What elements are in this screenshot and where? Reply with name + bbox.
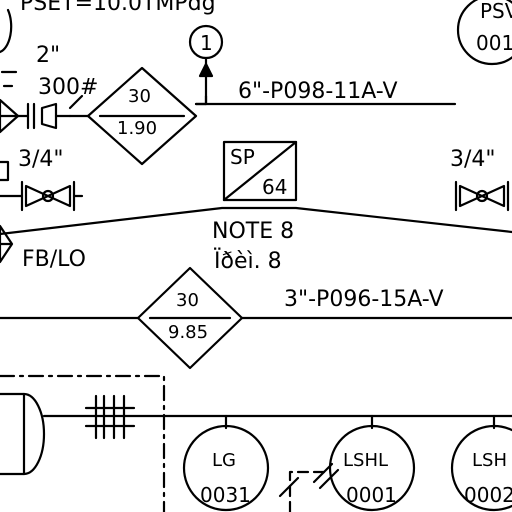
line-lower-label: 3"-P096-15A-V	[284, 287, 444, 312]
instrument-lg-tag-top: LG	[212, 450, 236, 471]
flange-rating-label: 300#	[38, 75, 98, 100]
instrument-lsh-tag-top: LSH	[472, 450, 507, 471]
top-left-instrument-bubble	[0, 8, 13, 54]
valve-left-size: 3/4"	[18, 147, 64, 172]
valve-left-icon	[0, 180, 84, 212]
fb-lo-label: FB/LO	[22, 247, 86, 272]
signal-slash-2	[312, 462, 334, 484]
signal-line-lg-lshl	[288, 470, 332, 512]
line-upper-label: 6"-P098-11A-V	[238, 79, 398, 104]
vessel-outline	[0, 392, 46, 476]
diamond-lower: 30 9.85	[136, 266, 244, 370]
note-roof-line	[0, 206, 512, 236]
package-boundary	[0, 374, 166, 512]
flange-rating-leader	[68, 94, 84, 110]
diamond-upper-bottom: 1.90	[117, 118, 157, 139]
fb-lo-valve-icon	[0, 224, 14, 264]
psv-instrument-bubble: PSV 001	[456, 0, 512, 66]
left-edge-box	[0, 160, 10, 182]
note-line-2: Ïðèì. 8	[214, 248, 282, 274]
instrument-1-arrow-head	[198, 62, 214, 78]
left-valve-partial-icon	[0, 98, 20, 134]
reducer-size-label: 2"	[36, 43, 60, 68]
top-setpoint-label: PSET=10.0ТМРdg	[20, 0, 216, 16]
instrument-lshl-tag-top: LSHL	[343, 450, 388, 471]
signal-slash-3	[318, 468, 340, 490]
reducer-icon	[40, 102, 58, 130]
upper-line-tee	[194, 94, 208, 106]
instrument-lshl-bubble: LSHL 0001	[328, 424, 416, 512]
sp-box-top: SP	[230, 145, 255, 169]
instrument-1-label: 1	[200, 31, 213, 55]
instrument-lsh-tag-bottom: 0002	[464, 483, 512, 507]
valve-right-icon	[454, 180, 510, 212]
diamond-lower-bottom: 9.85	[168, 322, 208, 343]
diamond-lower-top: 30	[176, 290, 199, 311]
instrument-lg-bubble: LG 0031	[182, 424, 270, 512]
diamond-upper-top: 30	[128, 86, 151, 107]
psv-tag-bottom: 001	[476, 31, 512, 55]
valve-right-size: 3/4"	[450, 147, 496, 172]
diamond-upper: 30 1.90	[86, 66, 198, 166]
instrument-lsh-bubble: LSH 0002	[450, 424, 512, 512]
instrument-lg-tag-bottom: 0031	[200, 483, 251, 507]
psv-tag-top: PSV	[480, 0, 512, 23]
instrument-lshl-tag-bottom: 0001	[346, 483, 397, 507]
note-line-1: NOTE 8	[212, 219, 294, 244]
signal-slash-1	[278, 476, 300, 498]
sp-box-bottom: 64	[262, 175, 287, 199]
sp-spec-break: SP 64	[222, 140, 298, 202]
insulation-hatch	[84, 394, 136, 440]
instrument-1-bubble: 1	[188, 24, 224, 60]
